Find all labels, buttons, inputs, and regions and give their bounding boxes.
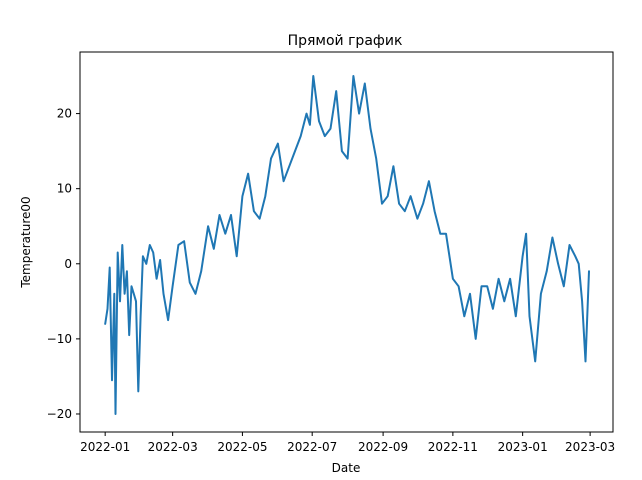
y-axis: −20 −10 0 10 20 [47, 107, 80, 421]
plot-area [79, 51, 614, 433]
x-tick-label: 2022-05 [217, 440, 267, 454]
series-line-temperature [104, 75, 590, 415]
chart-title: Прямой график [288, 33, 403, 49]
x-tick-label: 2022-03 [148, 440, 198, 454]
x-tick-label: 2022-09 [358, 440, 408, 454]
y-axis-label: Temperature00 [19, 196, 33, 288]
y-tick-label: −10 [47, 332, 72, 346]
x-tick-label: 2023-01 [498, 440, 548, 454]
y-tick-label: 20 [57, 107, 72, 121]
x-tick-label: 2022-07 [287, 440, 337, 454]
axes-frame [79, 51, 614, 433]
x-tick-label: 2022-11 [428, 440, 478, 454]
x-tick-label: 2023-03 [565, 440, 615, 454]
x-axis: 2022-01 2022-03 2022-05 2022-07 2022-09 2022-… [80, 432, 615, 454]
y-tick-label: 10 [57, 182, 72, 196]
y-tick-label: −20 [47, 407, 72, 421]
x-tick-label: 2022-01 [80, 440, 130, 454]
x-axis-label: Date [332, 461, 361, 475]
y-tick-label: 0 [64, 257, 72, 271]
